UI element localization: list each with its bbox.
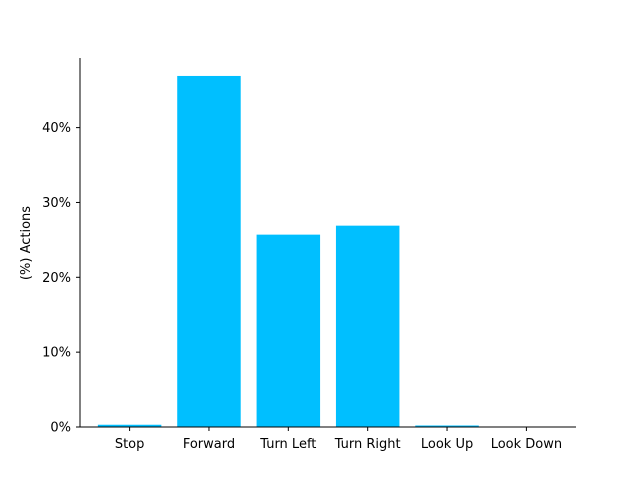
y-tick-label-20: 20% bbox=[42, 271, 71, 286]
x-tick-label-turn-left: Turn Left bbox=[259, 437, 316, 452]
y-tick-label-0: 0% bbox=[50, 421, 71, 436]
x-tick-label-forward: Forward bbox=[183, 437, 235, 452]
bar-turn-left bbox=[256, 234, 321, 427]
x-tick-label-look-down: Look Down bbox=[491, 437, 562, 452]
y-tick-label-40: 40% bbox=[42, 121, 71, 136]
bar-look-up bbox=[415, 425, 479, 427]
bar-turn-right bbox=[335, 225, 400, 427]
bar-forward bbox=[177, 75, 241, 428]
x-tick-label-stop: Stop bbox=[115, 437, 145, 452]
y-tick-label-30: 30% bbox=[42, 196, 71, 211]
bar-stop bbox=[97, 424, 162, 427]
axes-layer bbox=[79, 58, 576, 428]
x-tick-label-look-up: Look Up bbox=[421, 437, 473, 452]
bars-layer bbox=[97, 75, 479, 428]
y-tick-label-10: 10% bbox=[42, 346, 71, 361]
x-tick-label-turn-right: Turn Right bbox=[334, 437, 401, 452]
ticks-layer: Stop Forward Turn Left Turn Right Look Up Loo… bbox=[42, 121, 562, 452]
y-axis-label: (%) Actions bbox=[19, 206, 34, 280]
